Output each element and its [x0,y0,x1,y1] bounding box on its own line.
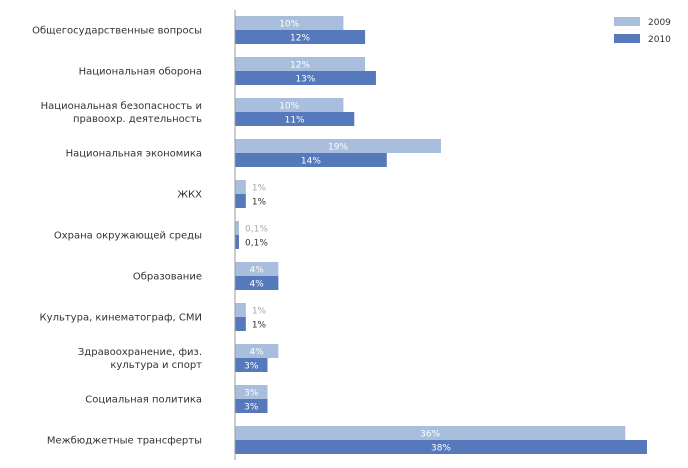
category-label-line: Социальная политика [85,395,202,406]
bar-2010 [235,276,279,290]
bar-2010 [235,112,355,126]
bar-2010 [235,440,647,454]
category-label: Национальная экономика [66,149,202,160]
category-label: Здравоохранение, физ. культура и спорт [78,347,202,371]
bar-2009 [235,57,366,71]
bars [235,16,647,454]
category-label-line: ЖКХ [177,190,202,201]
category-label-line: Образование [133,272,202,283]
category-label-line: Охрана окружающей среды [54,231,202,242]
bar-2009 [235,262,279,276]
data-label-2010: 38% [431,444,451,454]
legend-swatch-2010 [614,34,640,43]
data-label-2009: 1% [252,184,267,194]
bar-2010 [235,399,268,413]
bar-2009 [235,98,344,112]
category-label-line: Национальная оборона [79,67,202,78]
data-label-2010: 1% [252,198,267,208]
category-label-line: Общегосударственные вопросы [32,26,202,37]
category-label: Социальная политика [85,395,202,406]
category-label-line: Национальная экономика [66,149,202,160]
bar-2009 [235,385,268,399]
data-label-2009: 10% [279,102,299,112]
bar-2010 [235,153,387,167]
category-label: Национальная безопасность и правоохр. дея… [41,101,202,125]
bar-2009 [235,16,344,30]
bar-2010 [235,358,268,372]
bar-2009 [235,426,626,440]
category-label-line: Межбюджетные трансферты [47,436,202,447]
category-label-line: культура и спорт [110,360,202,371]
category-label: Общегосударственные вопросы [32,26,202,37]
data-label-2009: 1% [252,307,267,317]
category-label: Культура, кинематограф, СМИ [40,313,202,324]
bar-2009 [235,221,239,235]
category-label: ЖКХ [177,190,202,201]
data-label-2010: 1% [252,321,267,331]
data-label-2009: 36% [420,430,440,440]
category-label-line: Культура, кинематограф, СМИ [40,313,202,324]
category-label: Межбюджетные трансферты [47,436,202,447]
category-label: Национальная оборона [79,67,202,78]
data-label-2009: 19% [328,143,348,153]
category-label: Охрана окружающей среды [54,231,202,242]
bar-2010 [235,71,376,85]
bar-2010 [235,235,239,249]
bar-2010 [235,194,246,208]
data-label-2010: 12% [290,34,310,44]
data-label-2010: 14% [301,157,321,167]
data-label-2009: 4% [250,348,265,358]
legend-swatch-2009 [614,17,640,26]
bar-2009 [235,344,279,358]
legend: 2009 2010 [614,17,671,45]
data-label-2010: 3% [244,362,259,372]
bar-2010 [235,30,366,44]
data-label-2009: 3% [244,389,259,399]
bar-2010 [235,317,246,331]
bar-labels: 10% 12% 12% 13% 10% 11% 19% 14% 1% 1% 0,1% 0,1% 4% 4%… [244,20,451,454]
data-label-2010: 4% [250,280,265,290]
data-label-2009: 10% [279,20,299,30]
category-labels: Общегосударственные вопросы Национальная … [32,26,202,447]
bar-2009 [235,139,441,153]
data-label-2010: 13% [295,75,315,85]
data-label-2009: 4% [250,266,265,276]
legend-label-2009: 2009 [648,18,671,28]
data-label-2010: 3% [244,403,259,413]
category-label-line: Здравоохранение, физ. [78,347,202,358]
data-label-2010: 11% [285,116,305,126]
legend-label-2010: 2010 [648,35,671,45]
category-label-line: правоохр. деятельность [73,114,202,125]
data-label-2009: 12% [290,61,310,71]
bar-2009 [235,180,246,194]
category-label: Образование [133,272,202,283]
data-label-2010: 0,1% [245,239,268,249]
data-label-2009: 0,1% [245,225,268,235]
bar-2009 [235,303,246,317]
category-label-line: Национальная безопасность и [41,101,202,112]
